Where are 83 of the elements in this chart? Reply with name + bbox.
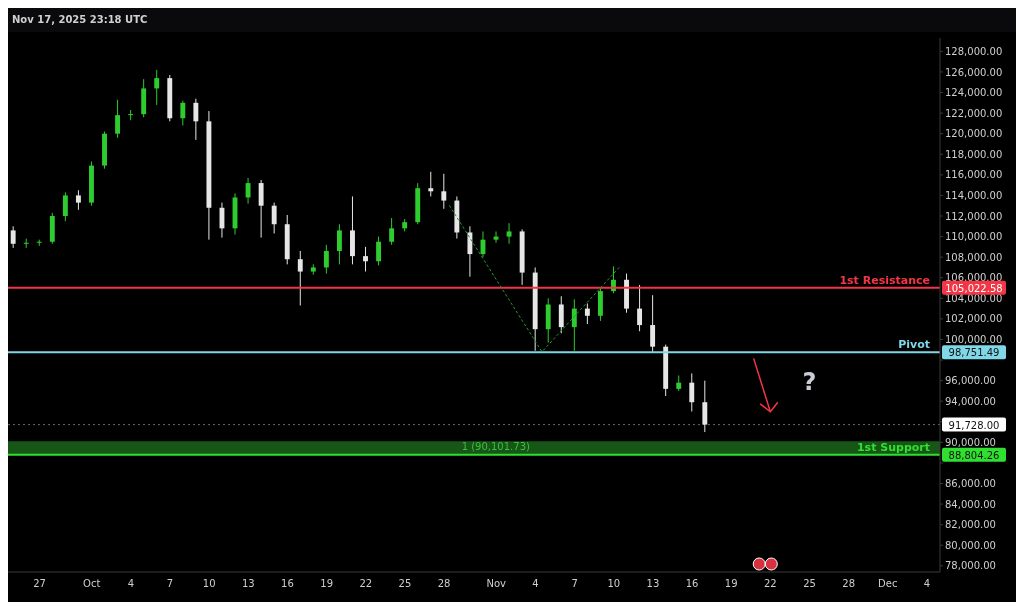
candlestick — [128, 109, 134, 121]
candlestick — [389, 217, 395, 246]
y-tick-label: 128,000.00 — [945, 45, 1003, 57]
x-tick-label: 4 — [532, 578, 539, 590]
ref-line-label: 1st Support — [856, 440, 930, 454]
candlestick — [363, 246, 368, 273]
candlestick — [75, 189, 81, 211]
x-tick-label: 25 — [803, 578, 816, 590]
candlestick — [10, 225, 16, 249]
x-tick-label: 25 — [398, 578, 412, 590]
x-tick-label: 13 — [241, 578, 255, 590]
candlestick — [62, 191, 68, 222]
x-tick-label: 10 — [202, 578, 216, 590]
candlestick — [154, 69, 160, 106]
y-tick-label: 126,000.00 — [945, 66, 1003, 78]
y-tick-label: 110,000.00 — [945, 231, 1003, 243]
candlestick — [323, 244, 329, 275]
x-tick-label: Oct — [83, 578, 101, 590]
y-tick-label: 84,000.00 — [945, 498, 996, 510]
candlestick — [650, 294, 656, 353]
y-tick-label: 80,000.00 — [945, 539, 996, 551]
candlestick — [376, 236, 382, 266]
y-tick-label: 78,000.00 — [945, 560, 996, 572]
candlestick — [245, 177, 251, 205]
candlestick — [297, 250, 303, 307]
y-tick-label: 122,000.00 — [945, 107, 1003, 119]
y-tick-label: 112,000.00 — [945, 210, 1003, 222]
candlestick — [258, 179, 264, 239]
candlestick — [702, 380, 708, 433]
y-tick-label: 114,000.00 — [945, 189, 1003, 201]
candlestick — [428, 171, 434, 197]
x-tick-label: 10 — [607, 578, 621, 590]
y-tick-label: 94,000.00 — [945, 395, 996, 407]
annotation: ? — [802, 368, 817, 397]
x-tick-label: 4 — [127, 578, 135, 590]
candlestick — [467, 225, 473, 278]
candlestick — [271, 202, 277, 234]
y-tick-label: 90,000.00 — [945, 436, 996, 448]
candlestick — [193, 98, 199, 141]
x-tick-label: Nov — [486, 578, 507, 590]
y-tick-label: 100,000.00 — [945, 334, 1003, 346]
candlestick — [336, 223, 342, 265]
x-tick-label: 22 — [763, 578, 777, 590]
x-tick-label: 27 — [33, 578, 46, 590]
y-tick-label: 124,000.00 — [945, 87, 1003, 99]
candlestick — [584, 302, 590, 325]
y-tick-label: 118,000.00 — [945, 148, 1003, 160]
x-tick-label: 22 — [359, 578, 373, 590]
text: 88,804.26 — [948, 449, 1000, 461]
x-tick-label: 4 — [923, 578, 931, 590]
candlestick — [558, 295, 564, 334]
x-tick-label: 28 — [437, 578, 451, 590]
x-tick-label: 19 — [724, 578, 738, 590]
x-tick-label: 16 — [281, 578, 294, 590]
y-tick-label: 116,000.00 — [945, 169, 1003, 181]
x-tick-label: 13 — [646, 578, 660, 590]
y-tick-label: 102,000.00 — [945, 313, 1003, 325]
candlestick — [115, 99, 121, 139]
candlestick — [689, 372, 695, 412]
y-tick-label: 104,000.00 — [945, 292, 1003, 304]
text: 91,728.00 — [948, 419, 1000, 431]
text: 98,751.49 — [948, 347, 1000, 359]
y-tick-label: 108,000.00 — [945, 251, 1003, 263]
candlestick — [506, 222, 512, 245]
candlestick — [571, 298, 577, 352]
candlestick — [441, 173, 447, 210]
y-tick-label: 82,000.00 — [945, 519, 996, 531]
text: Nov 17, 2025 23:18 UTC — [11, 13, 149, 27]
band-label: 1 (90,101.73) — [461, 441, 531, 453]
y-tick-label: 86,000.00 — [945, 478, 996, 490]
x-tick-label: 16 — [685, 578, 699, 590]
candlestick — [180, 100, 186, 126]
ref-line-label: Pivot — [898, 338, 930, 352]
ref-line-label: 1st Resistance — [839, 273, 930, 287]
y-tick-label: 120,000.00 — [945, 128, 1003, 140]
x-tick-label: 7 — [166, 578, 174, 590]
x-tick-label: 28 — [842, 578, 856, 590]
y-tick-label: 106,000.00 — [945, 272, 1003, 284]
candlestick — [637, 284, 643, 332]
y-tick-label: 96,000.00 — [945, 375, 996, 387]
x-tick-label: Dec — [878, 578, 898, 590]
x-tick-label: 7 — [571, 578, 578, 590]
x-tick-label: 19 — [320, 578, 334, 590]
